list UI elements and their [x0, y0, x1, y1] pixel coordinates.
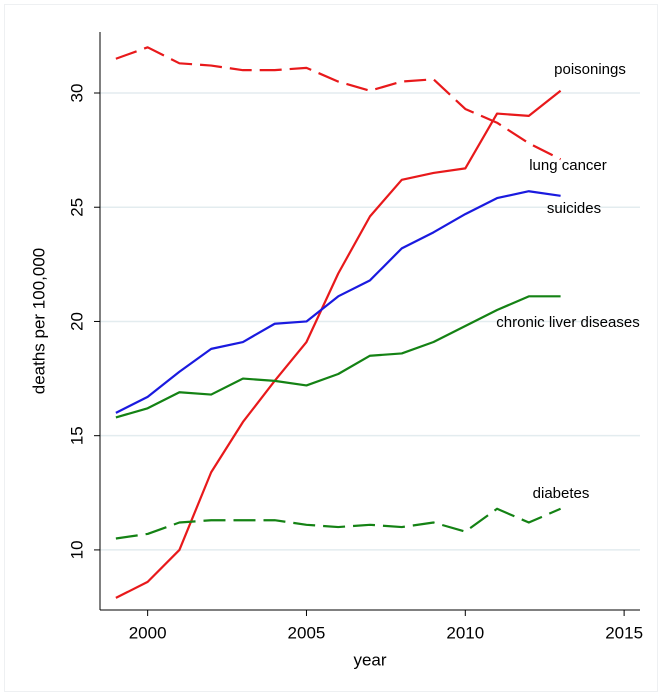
x-tick-label: 2000 [129, 623, 167, 642]
y-tick-label: 10 [67, 540, 86, 559]
y-axis-label: deaths per 100,000 [29, 248, 48, 395]
series-label: poisonings [554, 61, 626, 78]
series-line [115, 46, 562, 161]
series-label: lung cancer [529, 157, 607, 174]
y-tick-label: 25 [67, 198, 86, 217]
series-line [115, 295, 561, 419]
y-tick-label: 15 [67, 426, 86, 445]
series-line [115, 89, 562, 599]
series-line [115, 190, 561, 414]
y-tick-label: 20 [67, 312, 86, 331]
series-line [115, 507, 562, 540]
series-label: chronic liver diseases [496, 314, 639, 331]
x-axis-label: year [353, 650, 386, 669]
x-tick-label: 2005 [288, 623, 326, 642]
series-label: diabetes [533, 485, 590, 502]
y-tick-label: 30 [67, 84, 86, 103]
series-label: suicides [547, 200, 601, 217]
frame [4, 4, 658, 692]
x-tick-label: 2010 [446, 623, 484, 642]
x-tick-label: 2015 [605, 623, 643, 642]
